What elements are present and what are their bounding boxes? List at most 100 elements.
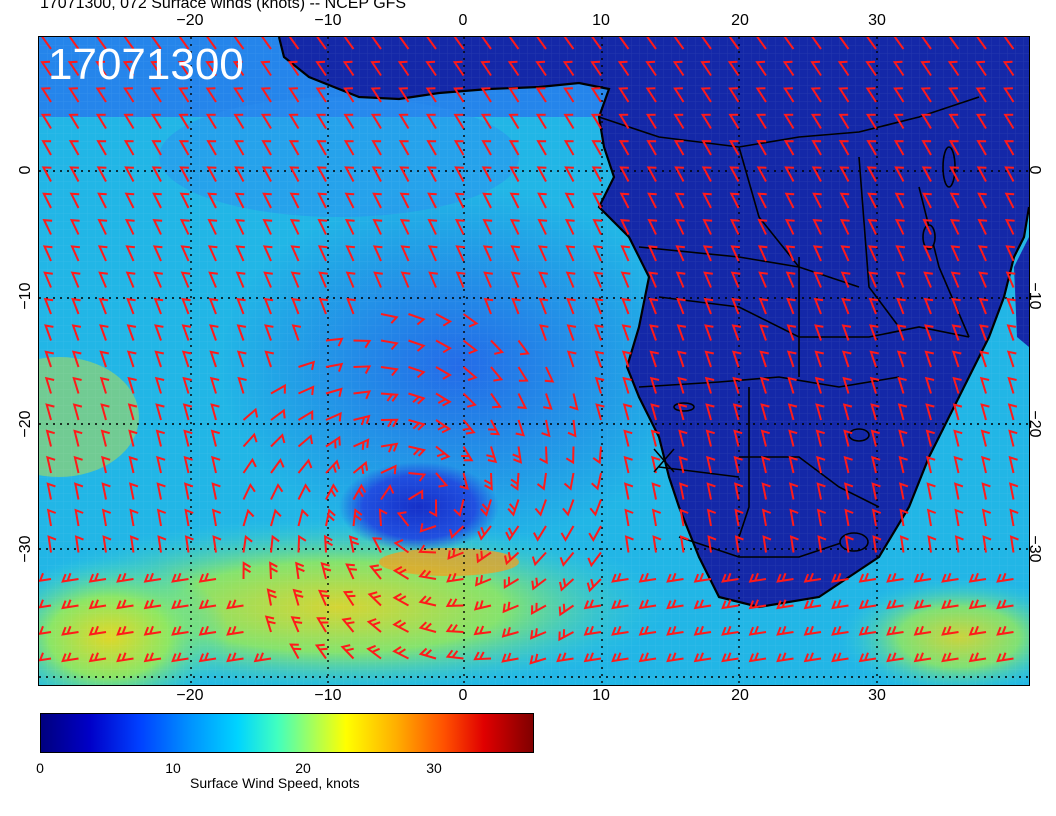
- wind-barb: [841, 297, 851, 315]
- wind-barb: [898, 482, 909, 500]
- wind-barb: [45, 403, 55, 421]
- wind-barb: [913, 572, 932, 583]
- wind-barb: [674, 218, 685, 235]
- wind-barb: [316, 140, 327, 156]
- wind-barb: [566, 324, 577, 341]
- wind-barb: [787, 403, 798, 421]
- wind-barb: [71, 297, 81, 315]
- wind-barb: [408, 472, 427, 482]
- wind-barb: [289, 192, 300, 209]
- wind-barb: [762, 535, 772, 553]
- wind-barb: [297, 508, 309, 527]
- wind-barb: [408, 445, 427, 457]
- wind-barb: [536, 472, 547, 491]
- wind-barb: [941, 625, 959, 636]
- wind-barb: [567, 419, 577, 438]
- wind-barb: [811, 140, 822, 156]
- wind-barb: [380, 418, 399, 428]
- wind-barb: [288, 37, 300, 50]
- wind-barb: [941, 652, 959, 663]
- wind-barb: [490, 366, 504, 382]
- wind-barb: [426, 140, 437, 156]
- wind-barb: [1003, 37, 1015, 50]
- wind-barb: [151, 37, 162, 50]
- wind-barb: [865, 87, 877, 103]
- wind-barb: [730, 271, 741, 288]
- wind-barb: [978, 297, 989, 315]
- wind-barb: [783, 87, 795, 103]
- wind-barb: [482, 192, 492, 209]
- wind-barb: [758, 297, 769, 315]
- wind-barb: [116, 652, 134, 663]
- wind-barb: [143, 572, 162, 583]
- wind-barb: [788, 482, 799, 500]
- wind-barb: [425, 87, 437, 103]
- wind-barb: [583, 599, 602, 610]
- wind-barb: [97, 218, 108, 235]
- wind-barb: [97, 245, 108, 262]
- wind-barb: [679, 535, 689, 553]
- wind-barb: [650, 403, 660, 421]
- wind-barb: [39, 625, 52, 635]
- wind-barb: [68, 87, 80, 103]
- wind-barb: [594, 324, 604, 341]
- wind-barb: [675, 245, 686, 262]
- wind-barb: [894, 192, 905, 209]
- wind-barb: [42, 192, 52, 209]
- map-title: 17071300, 072 Surface winds (knots) -- N…: [40, 0, 407, 12]
- wind-barb: [316, 166, 327, 182]
- wind-barb: [673, 140, 685, 156]
- wind-barb: [128, 455, 138, 474]
- wind-barb: [342, 590, 356, 607]
- wind-barb: [127, 403, 138, 421]
- wind-barb: [593, 271, 603, 288]
- left-tick-label: −20: [17, 410, 34, 438]
- wind-barb: [508, 140, 520, 156]
- wind-barb: [180, 245, 191, 262]
- wind-barb: [490, 392, 502, 409]
- wind-barb: [536, 37, 547, 50]
- wind-barb: [968, 625, 987, 636]
- wind-barb: [462, 392, 477, 408]
- wind-barb: [591, 472, 602, 491]
- wind-barb: [316, 617, 329, 633]
- wind-barb: [269, 561, 278, 580]
- wind-barb: [380, 464, 397, 475]
- wind-barb: [618, 87, 630, 103]
- wind-barb: [733, 455, 743, 474]
- wind-barb: [143, 599, 162, 610]
- wind-barb: [71, 350, 82, 368]
- wind-barb: [41, 37, 52, 50]
- wind-barb: [180, 271, 191, 288]
- wind-barb: [352, 483, 367, 500]
- wind-barb: [647, 192, 657, 209]
- wind-barb: [408, 366, 426, 379]
- wind-barb: [622, 403, 633, 421]
- wind-barb: [858, 572, 877, 583]
- colorbar-label: Surface Wind Speed, knots: [190, 775, 360, 791]
- wind-barb: [950, 245, 961, 262]
- wind-barb: [676, 297, 686, 315]
- wind-barb: [398, 37, 410, 50]
- wind-barb: [233, 87, 245, 103]
- wind-barb: [843, 482, 854, 500]
- wind-barb: [976, 140, 987, 156]
- wind-barb: [702, 218, 713, 235]
- wind-barb: [234, 166, 245, 182]
- wind-barb: [810, 113, 822, 130]
- wind-barb: [812, 245, 823, 262]
- wind-barb: [210, 403, 220, 421]
- wind-barb: [318, 297, 329, 315]
- wind-barb: [72, 403, 83, 421]
- wind-barb: [72, 376, 82, 394]
- wind-barb: [896, 324, 907, 341]
- wind-barb: [74, 535, 84, 553]
- wind-barb: [538, 271, 548, 288]
- wind-barb: [707, 535, 717, 553]
- wind-barb: [812, 218, 823, 235]
- wind-barb: [99, 324, 109, 341]
- wind-barb: [975, 87, 987, 103]
- wind-barb: [564, 166, 575, 182]
- wind-barb: [926, 455, 936, 474]
- wind-barb: [589, 499, 602, 517]
